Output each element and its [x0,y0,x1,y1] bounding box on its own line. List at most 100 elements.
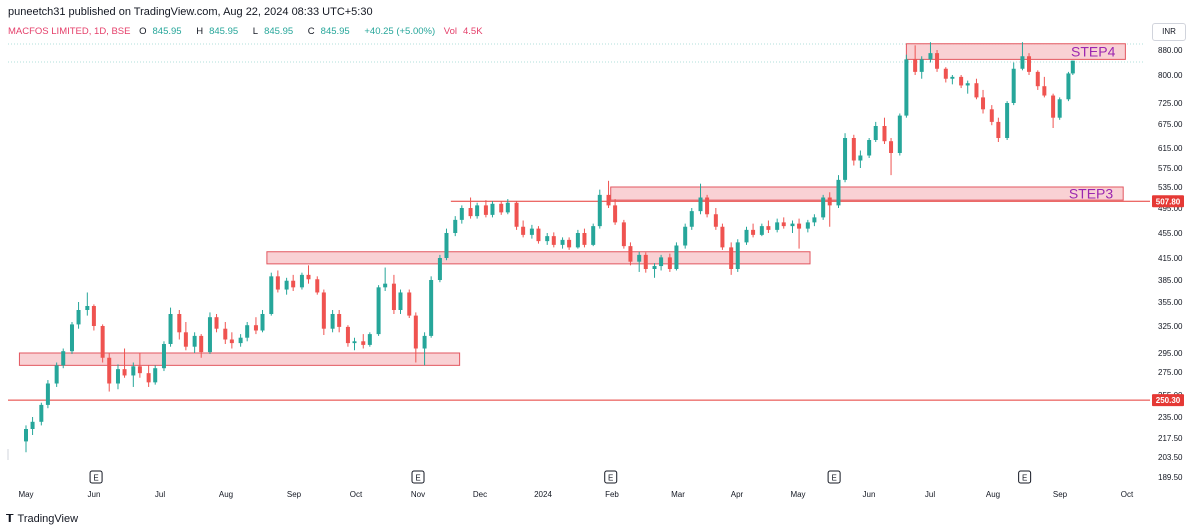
candle-body [720,226,725,248]
support-zone [266,251,811,265]
time-tick-label: Feb [605,490,619,499]
price-tick-label: 415.00 [1158,254,1183,263]
candle-body [306,274,311,280]
candle-body [843,138,848,180]
earnings-marker-letter: E [608,474,613,483]
price-tick-label: 535.00 [1158,183,1183,192]
candle-body [391,283,396,310]
candle-body [192,335,197,347]
candle-body [260,314,265,331]
candle-body [1027,56,1032,72]
time-tick-label: Jun [88,490,101,499]
tradingview-logo-icon: 𝗧 [6,513,14,525]
ohlc-close: C 845.95 [308,26,356,37]
candle-body [207,317,212,353]
candle-body [698,197,703,212]
earnings-marker [89,470,103,484]
candle-body [177,314,182,333]
candle-body [1057,99,1062,118]
price-tick-label: 235.00 [1158,413,1183,422]
candle-body [39,404,44,422]
candle-body [453,219,458,233]
candle-body [490,203,495,215]
candle-body [858,155,863,161]
candle-body [913,59,918,72]
candle-body [30,421,35,429]
candle-body [1042,86,1047,96]
candle-body [545,236,550,242]
candle-body [582,233,587,245]
currency-selector[interactable]: INR [1152,23,1186,41]
candle-body [667,257,672,269]
volume-readout: Vol 4.5K [444,26,489,37]
time-tick-label: 2024 [534,490,552,499]
publisher-line: puneetch31 published on TradingView.com,… [8,6,373,18]
price-tick-label: 615.00 [1158,144,1183,153]
symbol-name[interactable]: MACFOS LIMITED, 1D, BSE [8,26,131,37]
candle-body [407,292,412,316]
zone-label: STEP3 [1069,186,1114,202]
time-tick-label: Mar [671,490,685,499]
candle-body [919,59,924,72]
candle-body [974,83,979,98]
ohlc-low: L 845.95 [253,26,299,37]
earnings-marker-letter: E [1022,474,1027,483]
candle-body [621,222,626,247]
candle-body [575,233,580,248]
candle-body [867,140,872,156]
time-tick-label: Sep [1053,490,1068,499]
price-level-label: 507.80 [1156,197,1181,206]
time-tick-label: Apr [731,490,744,499]
time-tick-label: Nov [411,490,425,499]
candle-body [61,351,66,366]
candle-body [284,280,289,290]
candle-body [245,325,250,338]
close-label: C [307,26,315,37]
candle-body [643,254,648,269]
candle-body [85,306,90,310]
price-tick-label: 275.00 [1158,368,1183,377]
candle-body [560,239,565,245]
candle-body [959,76,964,86]
candle-body [45,383,50,405]
candle-body [223,328,228,340]
candle-body [775,222,780,230]
candle-body [805,222,810,229]
price-axis [1150,40,1200,485]
candle-body [24,429,28,442]
candle-body [146,373,151,383]
candle-body [904,59,909,116]
candle-body [352,341,357,344]
price-tick-label: 189.50 [1158,473,1183,482]
time-tick-label: Oct [350,490,363,499]
candle-body [674,245,679,269]
candle-body [790,223,795,227]
candle-body [199,335,204,353]
time-tick-label: Jun [863,490,876,499]
candle-body [505,202,510,213]
candle-body [597,194,602,227]
chart-header: puneetch31 published on TradingView.com,… [0,0,1200,22]
volume-label: Vol [443,26,457,37]
ohlc-open: O 845.95 [139,26,187,37]
tradingview-logo[interactable]: 𝗧 TradingView [6,512,78,525]
candle-body [965,83,970,86]
price-tick-label: 880.00 [1158,46,1183,55]
candle-body [229,339,234,344]
candle-body [345,326,350,344]
candle-body [989,109,994,122]
candle-body [751,229,756,235]
candle-body [321,292,326,329]
candle-body [652,266,657,269]
candle-body [376,287,381,335]
earnings-marker-letter: E [831,474,836,483]
candle-body [812,217,817,223]
candle-body [1051,95,1056,118]
price-tick-label: 575.00 [1158,164,1183,173]
earnings-marker [1018,470,1032,484]
time-tick-label: May [790,490,805,499]
earnings-marker-letter: E [415,474,420,483]
price-tick-label: 385.00 [1158,276,1183,285]
candle-body [137,366,142,374]
